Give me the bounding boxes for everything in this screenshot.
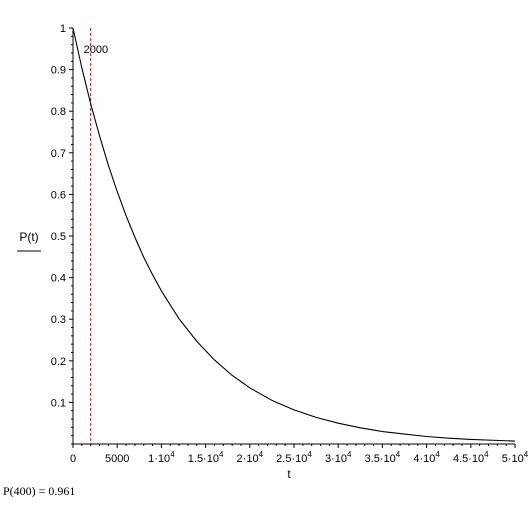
x-tick-label: 0	[70, 453, 76, 465]
x-tick-label: 2·104	[237, 450, 264, 465]
x-tick-label: 5·104	[502, 450, 529, 465]
y-tick-label: 0.3	[51, 314, 66, 326]
y-tick-label: 0.4	[51, 273, 66, 285]
y-tick-label: 0.6	[51, 189, 66, 201]
annotations: 2000	[84, 28, 108, 444]
series-group	[72, 27, 516, 442]
y-axis-ticks: 0.1 0.2 0.3 0.4 0.5 0.6 0.7 0.8 0.9 1	[51, 23, 73, 445]
y-tick-label: 0.5	[51, 231, 66, 243]
x-tick-label: 4·104	[413, 450, 440, 465]
x-tick-label: 3.5·104	[365, 450, 401, 465]
y-tick-label: 1	[60, 23, 66, 35]
axes	[72, 28, 515, 445]
y-tick-label: 0.9	[51, 65, 66, 77]
series-line	[72, 27, 516, 442]
y-axis-label: P(t)	[19, 230, 38, 244]
y-tick-label: 0.7	[51, 148, 66, 160]
x-tick-label: 1·104	[148, 450, 175, 465]
x-tick-label: 2.5·104	[276, 450, 312, 465]
y-tick-label: 0.2	[51, 356, 66, 368]
y-tick-label: 0.8	[51, 106, 66, 118]
result-text: P(400) = 0.961	[3, 484, 76, 498]
x-tick-label: 5000	[105, 453, 129, 465]
y-tick-label: 0.1	[51, 397, 66, 409]
x-axis-label: t	[287, 467, 291, 481]
x-tick-label: 1.5·104	[188, 450, 224, 465]
x-axis-ticks: 0 5000 1·104 1.5·104 2·104 2.5·104 3·104 3.5·10…	[70, 444, 529, 465]
vline-label: 2000	[84, 44, 108, 56]
x-tick-label: 4.5·104	[453, 450, 489, 465]
x-tick-label: 3·104	[325, 450, 352, 465]
